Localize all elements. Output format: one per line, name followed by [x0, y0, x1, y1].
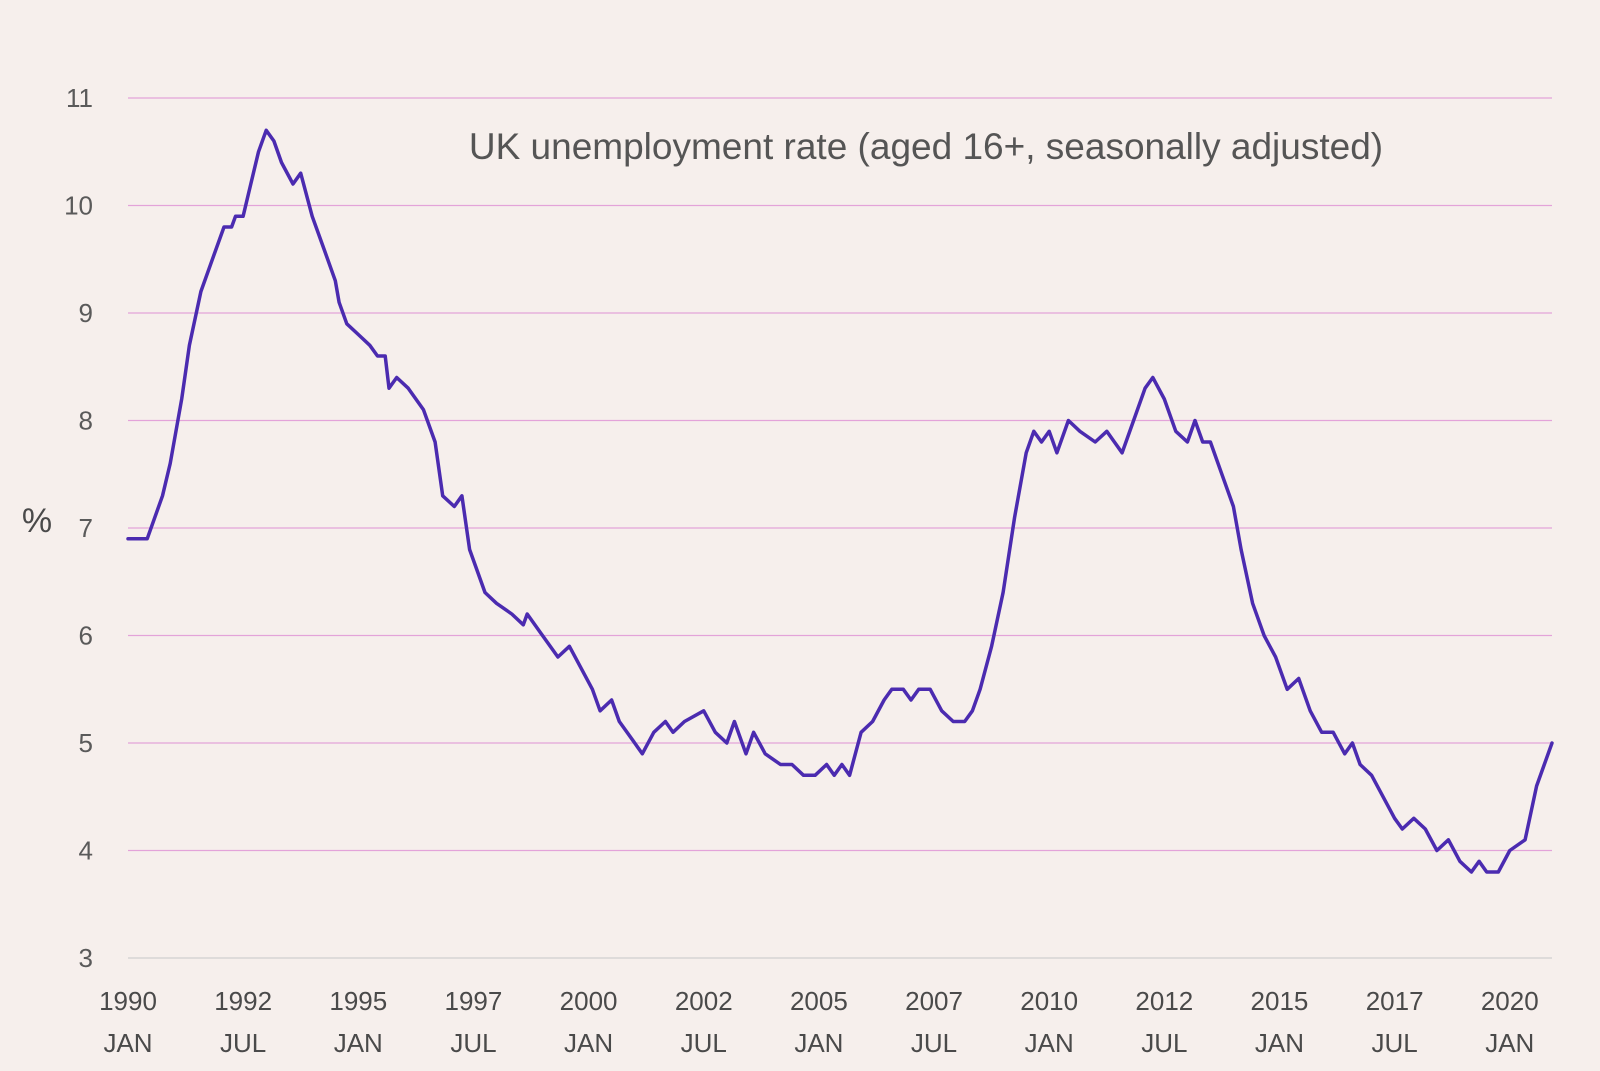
x-tick-month: JUL	[220, 1028, 266, 1058]
x-tick-month: JAN	[1255, 1028, 1304, 1058]
x-tick-year: 2000	[560, 986, 618, 1016]
gridlines	[128, 97, 1552, 959]
x-tick-year: 2012	[1135, 986, 1193, 1016]
x-tick-year: 2005	[790, 986, 848, 1016]
x-tick-year: 2015	[1251, 986, 1309, 1016]
x-tick-year: 1990	[99, 986, 157, 1016]
x-tick-month: JAN	[794, 1028, 843, 1058]
y-axis-ticks: 3 4 5 6 7 8 9 10 11	[64, 83, 93, 973]
y-axis-label: %	[22, 502, 52, 540]
y-tick-label: 9	[79, 298, 93, 328]
x-tick-month: JAN	[1025, 1028, 1074, 1058]
x-tick-month: JUL	[681, 1028, 727, 1058]
y-tick-label: 3	[79, 943, 93, 973]
y-tick-label: 11	[66, 83, 93, 113]
x-tick-month: JAN	[334, 1028, 383, 1058]
x-tick-month: JAN	[103, 1028, 152, 1058]
x-tick-year: 2007	[905, 986, 963, 1016]
x-tick-year: 2017	[1366, 986, 1424, 1016]
y-tick-label: 6	[79, 621, 93, 651]
x-tick-month: JUL	[450, 1028, 496, 1058]
y-tick-label: 8	[79, 406, 93, 436]
x-tick-month: JAN	[1485, 1028, 1534, 1058]
x-tick-year: 2010	[1020, 986, 1078, 1016]
x-tick-month: JAN	[564, 1028, 613, 1058]
x-tick-year: 1997	[445, 986, 503, 1016]
series-layer	[126, 128, 1554, 874]
x-tick-year: 1995	[329, 986, 387, 1016]
series-line	[126, 128, 1554, 874]
x-axis-ticks: 1990 JAN 1992 JUL 1995 JAN 1997 JUL 2000 JAN 2002 J…	[99, 986, 1539, 1058]
x-tick-month: JUL	[1372, 1028, 1418, 1058]
y-tick-label: 7	[79, 513, 93, 543]
x-tick-month: JUL	[911, 1028, 957, 1058]
y-tick-label: 4	[79, 836, 93, 866]
x-tick-month: JUL	[1141, 1028, 1187, 1058]
x-tick-year: 1992	[214, 986, 272, 1016]
y-tick-label: 10	[64, 191, 93, 221]
x-tick-year: 2002	[675, 986, 733, 1016]
y-tick-label: 5	[79, 728, 93, 758]
chart-title: UK unemployment rate (aged 16+, seasonal…	[469, 126, 1383, 167]
x-tick-year: 2020	[1481, 986, 1539, 1016]
